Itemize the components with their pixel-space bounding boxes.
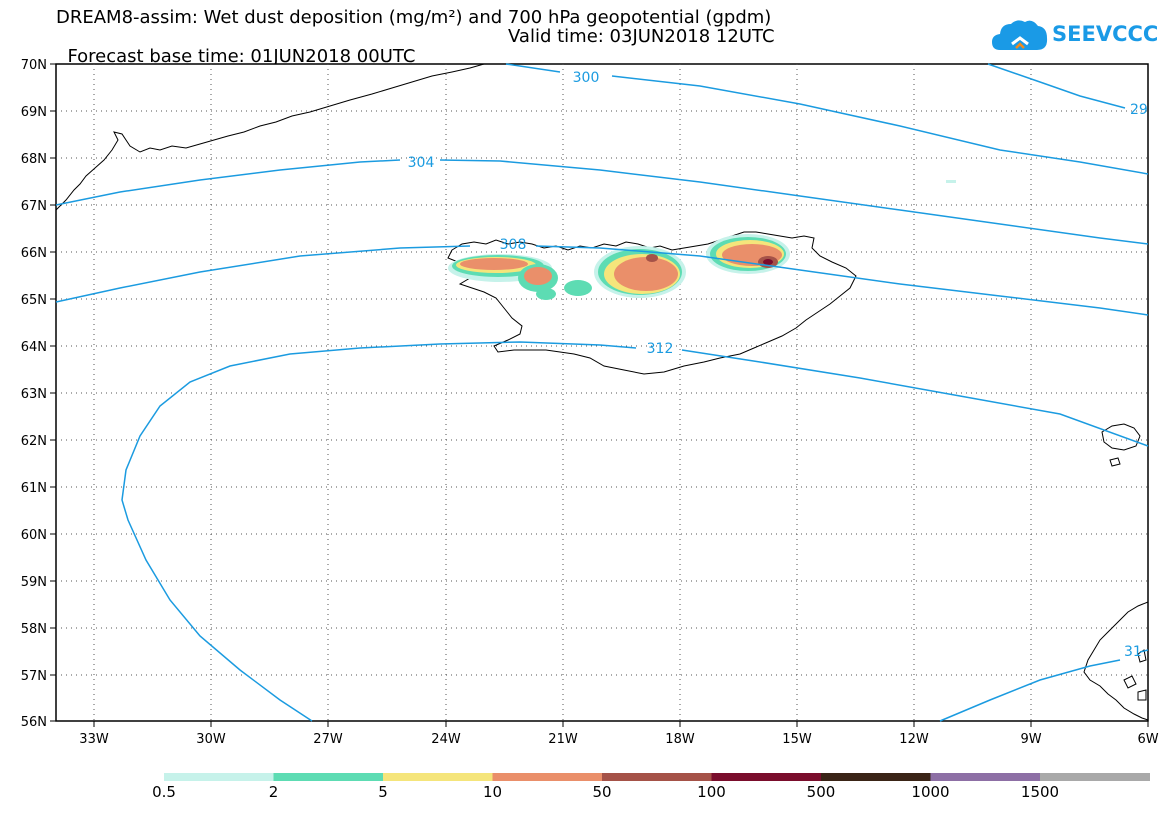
valid-time: Valid time: 03JUN2018 12UTC (508, 26, 775, 47)
lon-label: 6W (1137, 732, 1158, 747)
latitude-gridlines (56, 110, 1148, 676)
legend-label: 1500 (1020, 783, 1060, 801)
time-info: Forecast base time: 01JUN2018 00UTC Vali… (56, 27, 774, 87)
lon-label: 9W (1020, 732, 1041, 747)
iceland-coast (447, 231, 857, 375)
lat-label: 58N (21, 622, 47, 637)
dust-deposition (448, 180, 956, 300)
legend-swatch (273, 773, 384, 781)
lon-label: 15W (782, 732, 812, 747)
lon-label: 12W (899, 732, 929, 747)
legend-swatch (492, 773, 603, 781)
contour-label-29: 29 (1130, 102, 1148, 118)
contour-304 (55, 159, 1149, 245)
legend-label: 2 (268, 783, 279, 801)
cloud-icon (992, 20, 1048, 50)
lat-label: 68N (21, 152, 47, 167)
lat-label: 70N (21, 58, 47, 73)
lat-label: 60N (21, 528, 47, 543)
legend-swatch (383, 773, 493, 781)
contour-31x (939, 649, 1149, 722)
lon-label: 30W (196, 732, 226, 747)
legend-label: 500 (806, 783, 836, 801)
contour-labels: 300 29 304 308 312 31 (408, 70, 1148, 660)
faroe-coast (1101, 423, 1141, 451)
scotland-coast (1083, 601, 1149, 721)
contour-label-308: 308 (500, 237, 527, 253)
legend-label: 50 (592, 783, 612, 801)
contour-312 (121, 341, 1149, 722)
lat-label: 64N (21, 340, 47, 355)
legend-label: 0.5 (152, 783, 176, 801)
lat-label: 69N (21, 105, 47, 120)
legend-swatch (164, 773, 274, 781)
seevccc-logo: SEEVCCC (990, 16, 1158, 56)
contour-308 (55, 245, 1149, 316)
lat-label: 66N (21, 246, 47, 261)
contour-label-300: 300 (573, 70, 600, 86)
legend-label: 5 (378, 783, 388, 801)
legend-swatch (602, 773, 712, 781)
coastlines (55, 63, 1149, 721)
contour-29x (987, 63, 1126, 109)
lon-label: 27W (313, 732, 343, 747)
greenland-coast (55, 63, 485, 211)
lat-label: 57N (21, 669, 47, 684)
lat-label: 61N (21, 481, 47, 496)
legend-swatch (1040, 773, 1150, 781)
latitude-labels: 70N 69N 68N 67N 66N 65N 64N 63N 62N 61N … (21, 58, 47, 730)
lat-label: 63N (21, 387, 47, 402)
lat-label: 67N (21, 199, 47, 214)
lon-label: 21W (548, 732, 578, 747)
lat-label: 59N (21, 575, 47, 590)
lon-label: 24W (431, 732, 461, 747)
legend-label: 10 (482, 783, 503, 801)
legend-label: 100 (697, 783, 726, 801)
axis-ticks (50, 63, 1149, 727)
contour-label-312: 312 (647, 341, 674, 357)
contour-300 (505, 63, 1149, 175)
forecast-base-time: Forecast base time: 01JUN2018 00UTC (67, 46, 416, 67)
lon-label: 18W (665, 732, 695, 747)
legend-label: 1000 (911, 783, 950, 801)
lat-label: 65N (21, 293, 47, 308)
lat-label: 56N (21, 715, 47, 730)
legend-swatch (711, 773, 822, 781)
contour-label-31: 31 (1124, 644, 1142, 660)
contour-label-304: 304 (408, 155, 435, 171)
color-legend (164, 773, 1150, 781)
map-title: DREAM8-assim: Wet dust deposition (mg/m²… (56, 7, 772, 28)
longitude-labels: 33W 30W 27W 24W 21W 18W 15W 12W 9W 6W (79, 732, 1158, 747)
legend-swatch (821, 773, 931, 781)
lon-label: 33W (79, 732, 109, 747)
legend-swatch (930, 773, 1041, 781)
geopotential-contours (55, 63, 1149, 722)
logo-text: SEEVCCC (1052, 22, 1159, 46)
lat-label: 62N (21, 434, 47, 449)
